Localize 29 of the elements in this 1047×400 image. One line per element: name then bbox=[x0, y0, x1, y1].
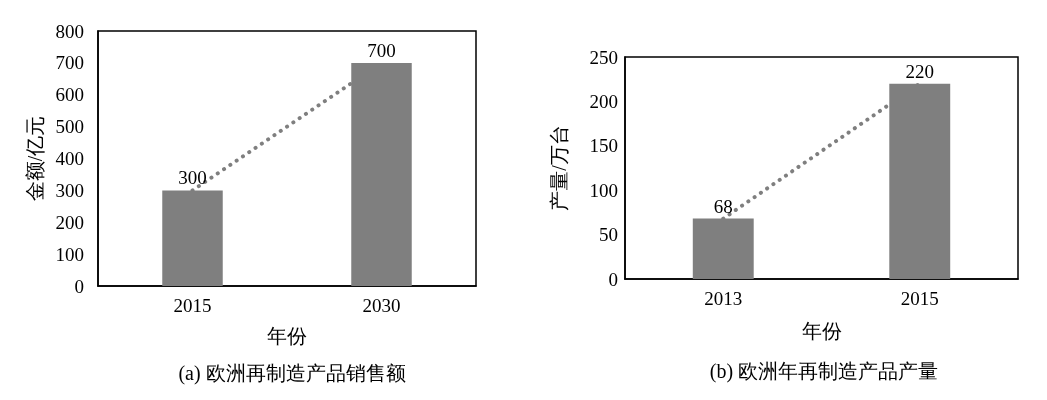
text: (a) 欧洲再制造产品销售额 bbox=[178, 362, 406, 385]
y-axis-title: 金额/亿元 bbox=[23, 115, 46, 202]
y-tick-label: 100 bbox=[589, 179, 618, 201]
x-tick-label: 2013 bbox=[704, 288, 743, 309]
y-tick-label: 300 bbox=[55, 179, 84, 201]
x-axis-title: 年份 bbox=[267, 325, 307, 347]
y-tick-label: 500 bbox=[55, 116, 84, 138]
x-tick-label: 2015 bbox=[900, 288, 939, 309]
y-tick-label: 100 bbox=[55, 243, 84, 265]
text: (b) 欧洲年再制造产品产量 bbox=[709, 360, 939, 383]
x-tick-label: 2015 bbox=[173, 295, 212, 316]
y-tick-label: 0 bbox=[608, 268, 618, 290]
y-tick-label: 700 bbox=[55, 52, 84, 74]
y-tick-label: 0 bbox=[74, 275, 84, 297]
y-tick-label: 50 bbox=[599, 224, 618, 246]
data-label: 700 bbox=[367, 39, 396, 61]
data-label: 220 bbox=[905, 60, 934, 82]
y-tick-label: 250 bbox=[589, 46, 618, 68]
data-label: 68 bbox=[713, 195, 733, 217]
data-label: 300 bbox=[178, 167, 207, 189]
y-tick-label: 150 bbox=[589, 135, 618, 157]
x-tick-label: 2030 bbox=[362, 295, 401, 316]
y-tick-label: 200 bbox=[55, 211, 84, 233]
x-axis-title: 年份 bbox=[801, 320, 842, 342]
y-tick-label: 400 bbox=[55, 148, 84, 169]
y-tick-label: 200 bbox=[589, 90, 618, 112]
y-tick-label: 800 bbox=[55, 20, 84, 42]
y-axis-title: 产量/万台 bbox=[548, 125, 570, 211]
y-tick-label: 600 bbox=[55, 84, 84, 106]
